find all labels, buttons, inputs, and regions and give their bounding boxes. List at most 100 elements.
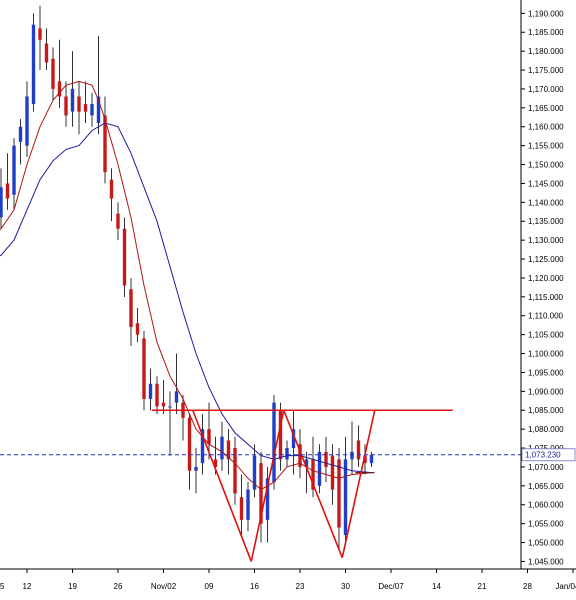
candle-body xyxy=(233,448,237,494)
y-tick-label: 1,090.000 xyxy=(528,387,564,396)
candle-body xyxy=(187,417,192,471)
candle-body xyxy=(142,338,146,399)
axes-layer xyxy=(0,0,576,573)
candle-body xyxy=(18,126,23,142)
candle-body xyxy=(122,228,127,286)
candle-body xyxy=(304,459,309,467)
y-tick-label: 1,145.000 xyxy=(528,179,564,188)
x-tick-label: 21 xyxy=(478,582,487,591)
y-tick-label: 1,165.000 xyxy=(528,104,564,113)
candle-body xyxy=(103,115,107,173)
y-tick-label: 1,045.000 xyxy=(528,557,564,566)
y-tick-label: 1,190.000 xyxy=(528,9,564,18)
candle-body xyxy=(239,497,244,520)
x-tick-label: 30 xyxy=(341,582,350,591)
y-tick-label: 1,185.000 xyxy=(528,28,564,37)
y-tick-label: 1,095.000 xyxy=(528,368,564,377)
x-tick-label: 23 xyxy=(296,582,305,591)
candle-body xyxy=(337,459,341,528)
candle-body xyxy=(213,459,218,467)
x-tick-label: Jan/04/16 xyxy=(555,582,576,591)
candle-body xyxy=(77,96,81,112)
y-tick-label: 1,050.000 xyxy=(528,539,564,548)
candle-body xyxy=(350,451,354,460)
candle-body xyxy=(109,179,114,199)
candle-body xyxy=(31,24,36,105)
x-tick-label: 19 xyxy=(68,582,77,591)
y-tick-label: 1,105.000 xyxy=(528,331,564,340)
candle-body xyxy=(135,323,140,335)
candle-body xyxy=(38,28,42,40)
candle-body xyxy=(51,58,55,89)
y-tick-label: 1,180.000 xyxy=(528,47,564,56)
y-tick-label: 1,170.000 xyxy=(528,85,564,94)
x-tick-label: 12 xyxy=(23,582,32,591)
x-tick-label: 14 xyxy=(432,582,441,591)
candle-body xyxy=(330,455,335,490)
y-tick-label: 1,080.000 xyxy=(528,425,564,434)
pattern-line xyxy=(341,410,376,558)
candle-body xyxy=(0,187,3,218)
candle-body xyxy=(148,383,153,399)
pattern-line xyxy=(192,409,252,562)
candle-body xyxy=(5,183,10,199)
y-tick-label: 1,060.000 xyxy=(528,501,564,510)
candle-body xyxy=(70,88,75,112)
x-tick-label: 28 xyxy=(523,582,532,591)
x-tick-label: 5 xyxy=(0,582,5,591)
pattern-lines-layer xyxy=(0,409,521,562)
candle-body xyxy=(200,429,205,464)
candle-body xyxy=(90,104,94,116)
candles-layer xyxy=(0,5,374,551)
current-price-label: 1,073.230 xyxy=(525,451,561,460)
candle-body xyxy=(369,454,374,464)
candle-body xyxy=(155,383,159,407)
candle-body xyxy=(207,429,211,445)
pattern-line xyxy=(283,409,343,558)
x-tick-label: Nov/02 xyxy=(151,582,177,591)
candle-body xyxy=(12,145,16,195)
candle-body xyxy=(285,448,289,460)
y-tick-label: 1,130.000 xyxy=(528,236,564,245)
y-tick-label: 1,120.000 xyxy=(528,274,564,283)
candle-body xyxy=(161,402,166,407)
y-tick-label: 1,070.000 xyxy=(528,463,564,472)
candle-body xyxy=(25,96,29,146)
labels-layer: 1,045.000 1,050.000 1,055.000 1,060.000 1,06… xyxy=(0,9,576,591)
ma-fast-line xyxy=(0,80,372,491)
candle-body xyxy=(246,489,250,520)
candle-body xyxy=(116,213,120,229)
candle-body xyxy=(252,455,257,490)
candle-body xyxy=(291,429,296,449)
candle-body xyxy=(168,406,172,408)
candle-body xyxy=(44,43,49,63)
y-tick-label: 1,155.000 xyxy=(528,142,564,151)
x-tick-label: Dec/07 xyxy=(378,582,404,591)
candle-body xyxy=(57,81,62,97)
y-tick-label: 1,065.000 xyxy=(528,482,564,491)
x-tick-label: 16 xyxy=(250,582,259,591)
candle-body xyxy=(272,402,276,483)
y-tick-label: 1,175.000 xyxy=(528,66,564,75)
candle-body xyxy=(317,451,322,486)
pattern-line xyxy=(250,410,285,562)
y-tick-label: 1,055.000 xyxy=(528,520,564,529)
candle-body xyxy=(265,478,270,520)
candle-body xyxy=(356,440,361,460)
candle-body xyxy=(129,289,133,328)
y-tick-label: 1,140.000 xyxy=(528,198,564,207)
y-tick-label: 1,125.000 xyxy=(528,255,564,264)
candle-body xyxy=(363,455,367,464)
candle-body xyxy=(64,96,68,116)
candle-body xyxy=(311,459,315,490)
y-tick-label: 1,135.000 xyxy=(528,217,564,226)
candle-body xyxy=(194,466,198,471)
y-tick-label: 1,110.000 xyxy=(528,312,564,321)
candle-body xyxy=(220,436,224,460)
candle-body xyxy=(343,459,348,535)
candle-body xyxy=(324,451,328,467)
candle-body xyxy=(278,410,283,460)
candle-body xyxy=(174,391,179,403)
